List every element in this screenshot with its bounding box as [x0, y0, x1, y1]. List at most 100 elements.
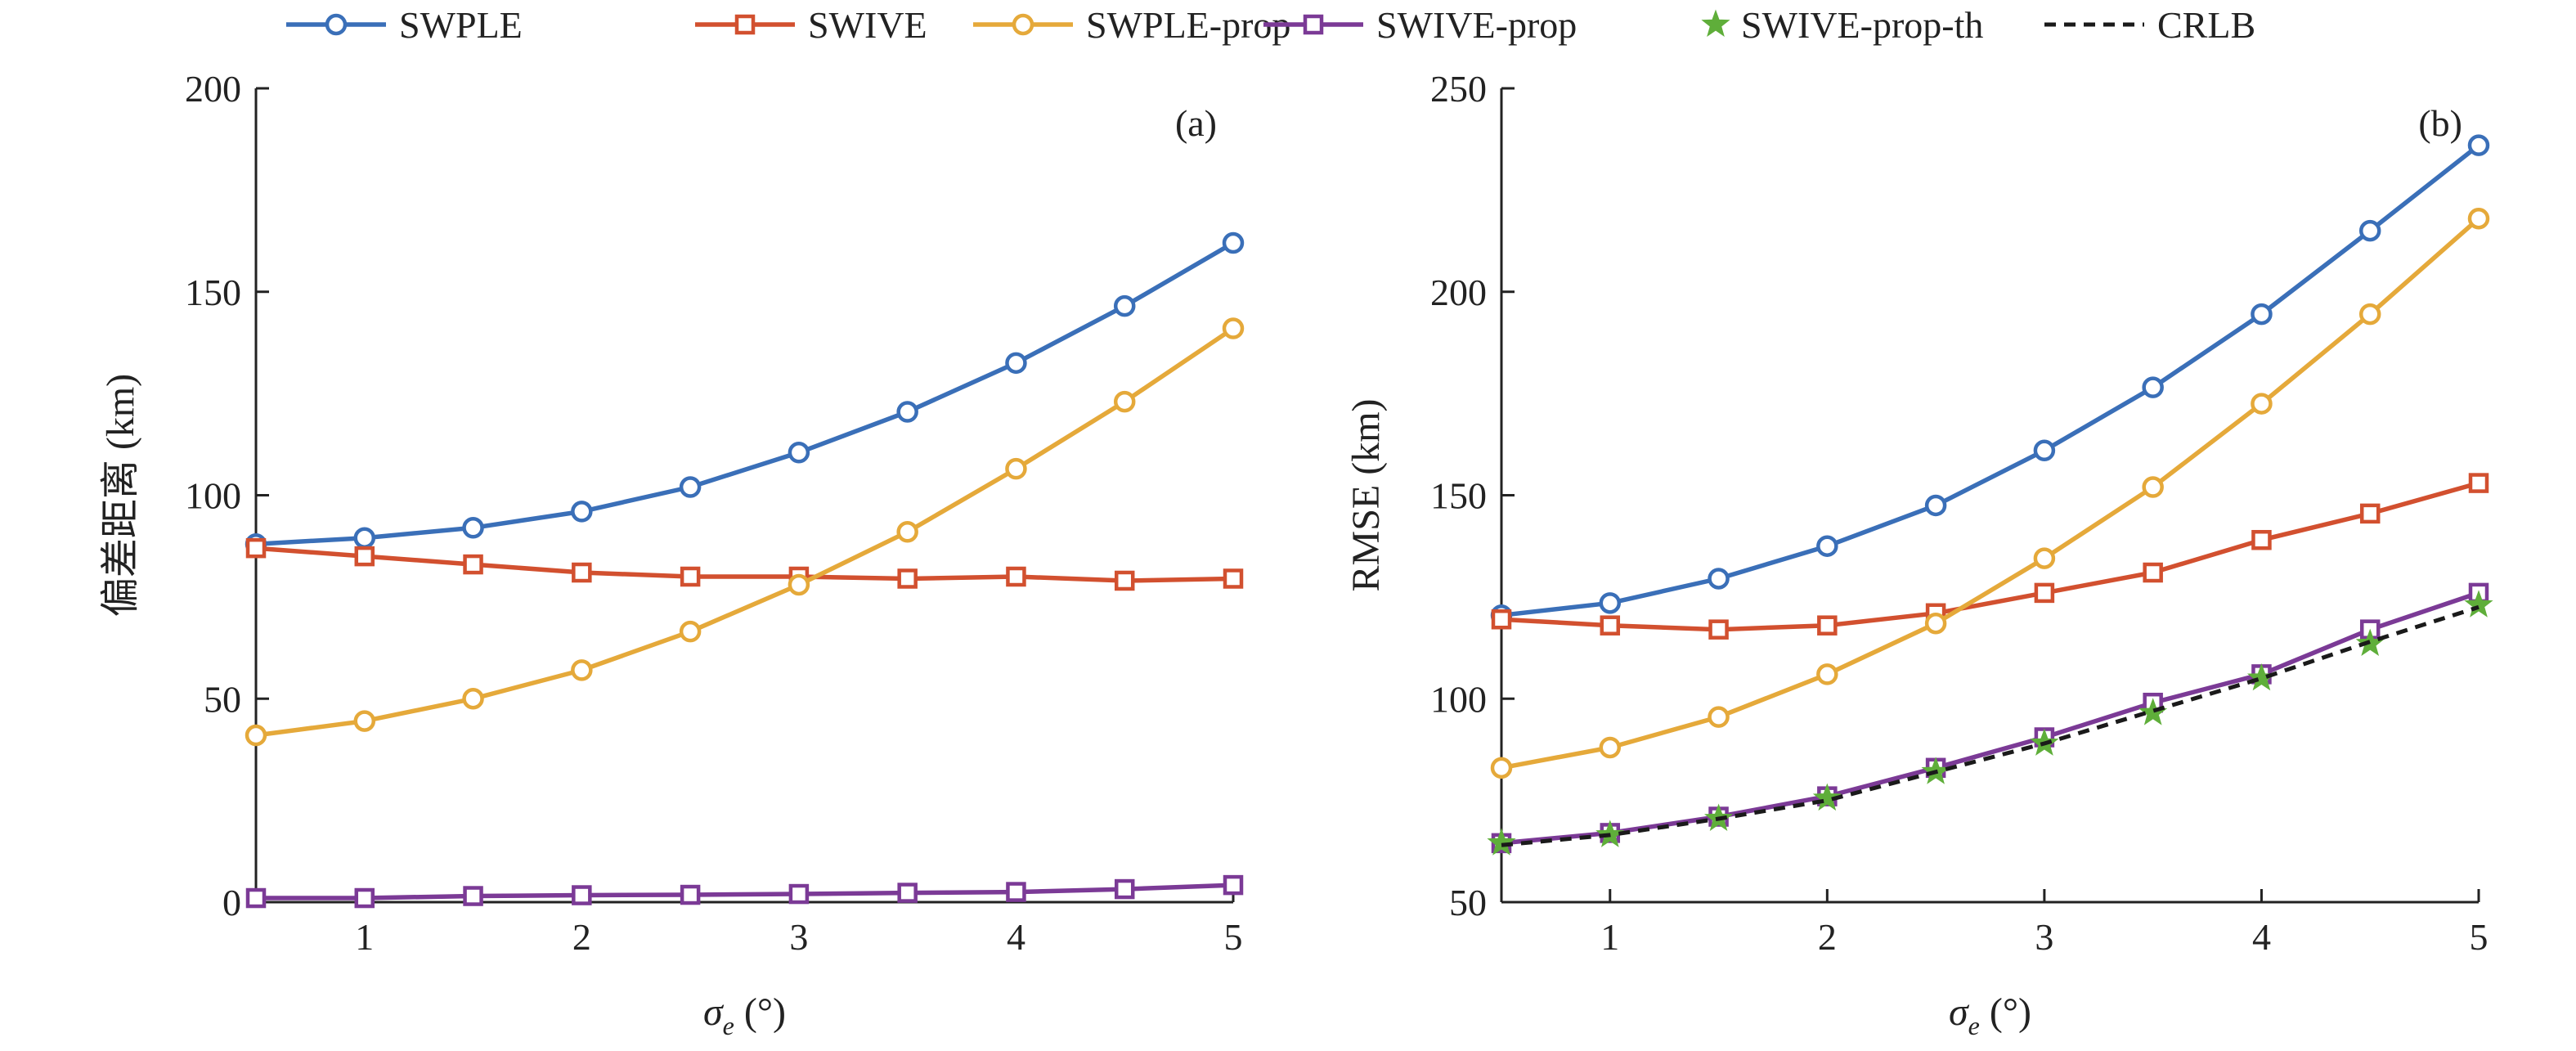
data-point-swive [245, 537, 267, 559]
data-point-swive_prop [788, 883, 810, 905]
y-tick-label: 150 [1430, 475, 1487, 517]
data-point-swple_prop [571, 659, 593, 681]
panel-label: (b) [2418, 102, 2462, 144]
series-swple [1490, 134, 2490, 627]
data-point-swple [571, 501, 593, 523]
data-point-swple [896, 401, 918, 423]
data-point-swple [679, 476, 702, 498]
legend-label: SWIVE-prop [1376, 4, 1577, 46]
data-point-swple_prop [679, 620, 702, 643]
data-point-swple [2251, 303, 2273, 326]
data-point-swple_prop [2467, 207, 2490, 230]
data-point-swive [2251, 529, 2272, 550]
legend-item-swple: SWPLE [286, 4, 523, 46]
data-point-swive [1006, 566, 1026, 587]
series-line-swple [255, 240, 1235, 546]
series-swple [245, 231, 1245, 555]
series-line-swple_prop [255, 326, 1235, 738]
x-tick-label: 2 [572, 916, 591, 958]
data-point-swive_prop [1006, 882, 1026, 902]
data-point-swple_prop [2142, 476, 2164, 498]
x-tick-label: 4 [1007, 916, 1025, 958]
data-point-swple_prop [788, 573, 810, 596]
data-point-swple [1924, 494, 1947, 517]
x-tick-label: 5 [2470, 916, 2488, 958]
y-tick-label: 200 [1430, 272, 1487, 313]
legend-swatch-marker [1012, 13, 1034, 36]
y-tick-label: 200 [185, 68, 241, 110]
y-axis-title: 偏差距离 (km) [99, 374, 142, 617]
data-point-swple_prop [1005, 457, 1027, 480]
data-point-swive [2468, 473, 2489, 493]
legend: SWPLE SWIVE SWPLE-prop SWIVE-prop SWIVE-prop… [286, 4, 2255, 46]
data-point-swive_prop [354, 887, 375, 909]
data-point-swive [680, 566, 701, 587]
data-point-swive [1491, 609, 1512, 630]
legend-label: SWIVE-prop-th [1741, 4, 1983, 46]
data-point-swple [1222, 231, 1245, 254]
data-point-swive [2143, 562, 2163, 583]
data-point-swive [1600, 615, 1621, 636]
data-point-swive_prop [463, 886, 483, 906]
data-point-swple [1816, 535, 1838, 557]
data-point-swive [354, 546, 375, 567]
data-point-swple [788, 442, 810, 464]
y-tick-label: 150 [185, 272, 241, 313]
legend-label: SWPLE [399, 4, 523, 46]
data-point-swple_prop [462, 688, 484, 710]
legend-item-swive_prop_th: SWIVE-prop-th [1701, 4, 1983, 46]
data-point-swple [2033, 439, 2056, 462]
data-point-swple [2467, 134, 2490, 156]
data-point-swple [353, 527, 376, 549]
y-tick-label: 250 [1430, 68, 1487, 110]
legend-item-swive_prop: SWIVE-prop [1263, 4, 1577, 46]
data-point-swive_prop [1223, 874, 1244, 896]
data-point-swive_prop [897, 883, 918, 903]
data-point-swive [572, 562, 592, 583]
x-tick-label: 3 [789, 916, 808, 958]
data-point-swple_prop [896, 521, 918, 543]
data-point-swple_prop [1708, 706, 1730, 728]
data-point-swive [1708, 619, 1729, 640]
x-tick-label: 4 [2252, 916, 2271, 958]
series-line-swive_prop [1501, 591, 2480, 846]
series-crlb [1501, 604, 2480, 847]
x-tick-label: 5 [1224, 916, 1243, 958]
series-swive [1491, 473, 2489, 640]
data-point-swive [463, 554, 483, 575]
series-swple_prop [245, 317, 1245, 747]
data-point-swive [1223, 568, 1244, 589]
x-tick-label: 1 [355, 916, 374, 958]
data-point-swple_prop [1816, 663, 1838, 685]
data-point-swple [1113, 294, 1136, 317]
data-point-swple_prop [1113, 390, 1136, 413]
series-swive_prop [245, 874, 1244, 909]
data-point-swive_prop [1114, 878, 1135, 900]
data-point-swple [2142, 376, 2164, 398]
data-point-swple_prop [2358, 303, 2381, 326]
legend-label: SWIVE [808, 4, 927, 46]
data-point-swple_prop [353, 710, 376, 732]
legend-item-swple_prop: SWPLE-prop [973, 4, 1290, 46]
legend-swatch-marker [1303, 14, 1324, 35]
data-point-swive_prop [572, 885, 592, 905]
data-point-swive [897, 568, 918, 589]
series-swive_prop_th [1487, 590, 2493, 856]
y-tick-label: 0 [222, 882, 241, 923]
data-point-swple_prop [1924, 612, 1947, 635]
y-tick-label: 100 [1430, 678, 1487, 720]
data-point-swive [2034, 582, 2055, 604]
legend-swatch-marker [325, 13, 348, 36]
data-point-swive_prop [680, 884, 701, 905]
data-point-swive_prop [245, 887, 267, 909]
data-point-swple [462, 517, 484, 539]
data-point-swple [1005, 352, 1027, 375]
data-point-swive_prop_th [2464, 590, 2493, 618]
series-line-swive [1501, 480, 2480, 632]
legend-item-swive: SWIVE [695, 4, 927, 46]
series-swive [245, 537, 1244, 591]
y-tick-label: 50 [1449, 882, 1487, 923]
data-point-swple [1599, 592, 1622, 614]
data-point-swple_prop [1222, 317, 1245, 339]
